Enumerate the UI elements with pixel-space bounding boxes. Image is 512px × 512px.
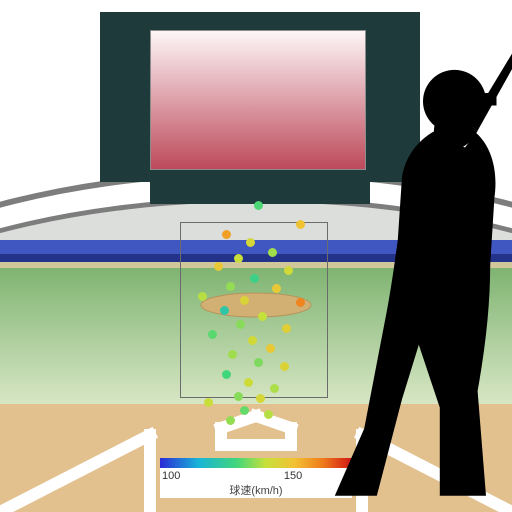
pitch-dot — [204, 398, 213, 407]
pitch-dot — [264, 410, 273, 419]
pitch-dot — [234, 392, 243, 401]
pitch-dot — [228, 350, 237, 359]
pitch-dot — [220, 306, 229, 315]
pitch-dot — [214, 262, 223, 271]
batter-silhouette-icon — [318, 30, 512, 500]
pitch-dot — [208, 330, 217, 339]
pitch-dot — [222, 230, 231, 239]
pitch-dot — [250, 274, 259, 283]
pitch-dot — [256, 394, 265, 403]
pitch-dot — [234, 254, 243, 263]
pitch-dot — [240, 406, 249, 415]
pitch-dot — [254, 358, 263, 367]
pitch-dot — [244, 378, 253, 387]
pitch-dot — [258, 312, 267, 321]
pitch-dot — [246, 238, 255, 247]
pitch-dot — [254, 201, 263, 210]
pitch-dot — [280, 362, 289, 371]
pitch-dot — [226, 282, 235, 291]
pitch-dot — [296, 298, 305, 307]
pitch-dot — [296, 220, 305, 229]
legend-tick: 100 — [162, 470, 180, 482]
pitch-dot — [266, 344, 275, 353]
pitch-dot — [282, 324, 291, 333]
pitch-dot — [272, 284, 281, 293]
pitch-dot — [226, 416, 235, 425]
pitch-dot — [270, 384, 279, 393]
pitch-location-figure: 100150 球速(km/h) — [0, 0, 512, 512]
pitch-dot — [248, 336, 257, 345]
strike-zone — [180, 222, 328, 398]
pitch-dot — [240, 296, 249, 305]
legend-tick: 150 — [284, 470, 302, 482]
pitch-dot — [236, 320, 245, 329]
pitch-dot — [222, 370, 231, 379]
pitch-dot — [268, 248, 277, 257]
pitch-dot — [198, 292, 207, 301]
pitch-dot — [284, 266, 293, 275]
